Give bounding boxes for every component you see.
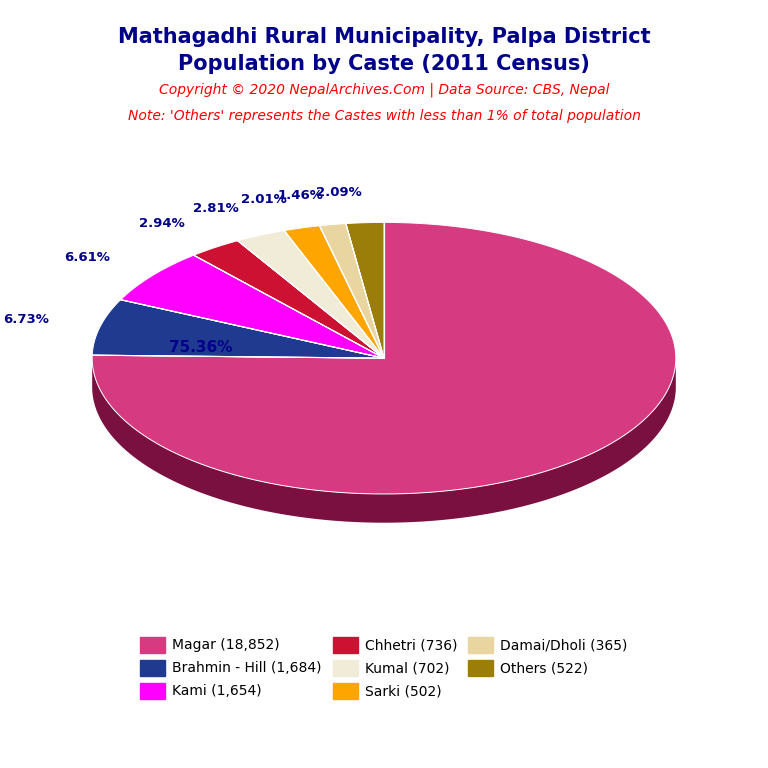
Text: 2.01%: 2.01% — [241, 193, 287, 206]
Text: 2.09%: 2.09% — [316, 187, 362, 200]
Polygon shape — [92, 223, 676, 494]
Polygon shape — [319, 223, 384, 358]
Polygon shape — [346, 223, 384, 358]
Polygon shape — [237, 230, 384, 358]
Polygon shape — [92, 300, 384, 358]
Text: 2.94%: 2.94% — [139, 217, 184, 230]
Text: 75.36%: 75.36% — [169, 340, 232, 356]
Polygon shape — [382, 358, 386, 387]
Text: Note: 'Others' represents the Castes with less than 1% of total population: Note: 'Others' represents the Castes wit… — [127, 109, 641, 123]
Polygon shape — [194, 240, 384, 358]
Text: Mathagadhi Rural Municipality, Palpa District: Mathagadhi Rural Municipality, Palpa Dis… — [118, 27, 650, 47]
Text: 2.81%: 2.81% — [193, 202, 238, 214]
Polygon shape — [121, 255, 384, 358]
Polygon shape — [284, 226, 384, 358]
Text: 6.73%: 6.73% — [3, 313, 49, 326]
Polygon shape — [92, 359, 676, 523]
Legend: Magar (18,852), Brahmin - Hill (1,684), Kami (1,654), Chhetri (736), Kumal (702): Magar (18,852), Brahmin - Hill (1,684), … — [141, 637, 627, 699]
Text: Copyright © 2020 NepalArchives.Com | Data Source: CBS, Nepal: Copyright © 2020 NepalArchives.Com | Dat… — [159, 82, 609, 97]
Text: 1.46%: 1.46% — [277, 189, 323, 202]
Text: Population by Caste (2011 Census): Population by Caste (2011 Census) — [178, 54, 590, 74]
Text: 6.61%: 6.61% — [65, 251, 111, 264]
